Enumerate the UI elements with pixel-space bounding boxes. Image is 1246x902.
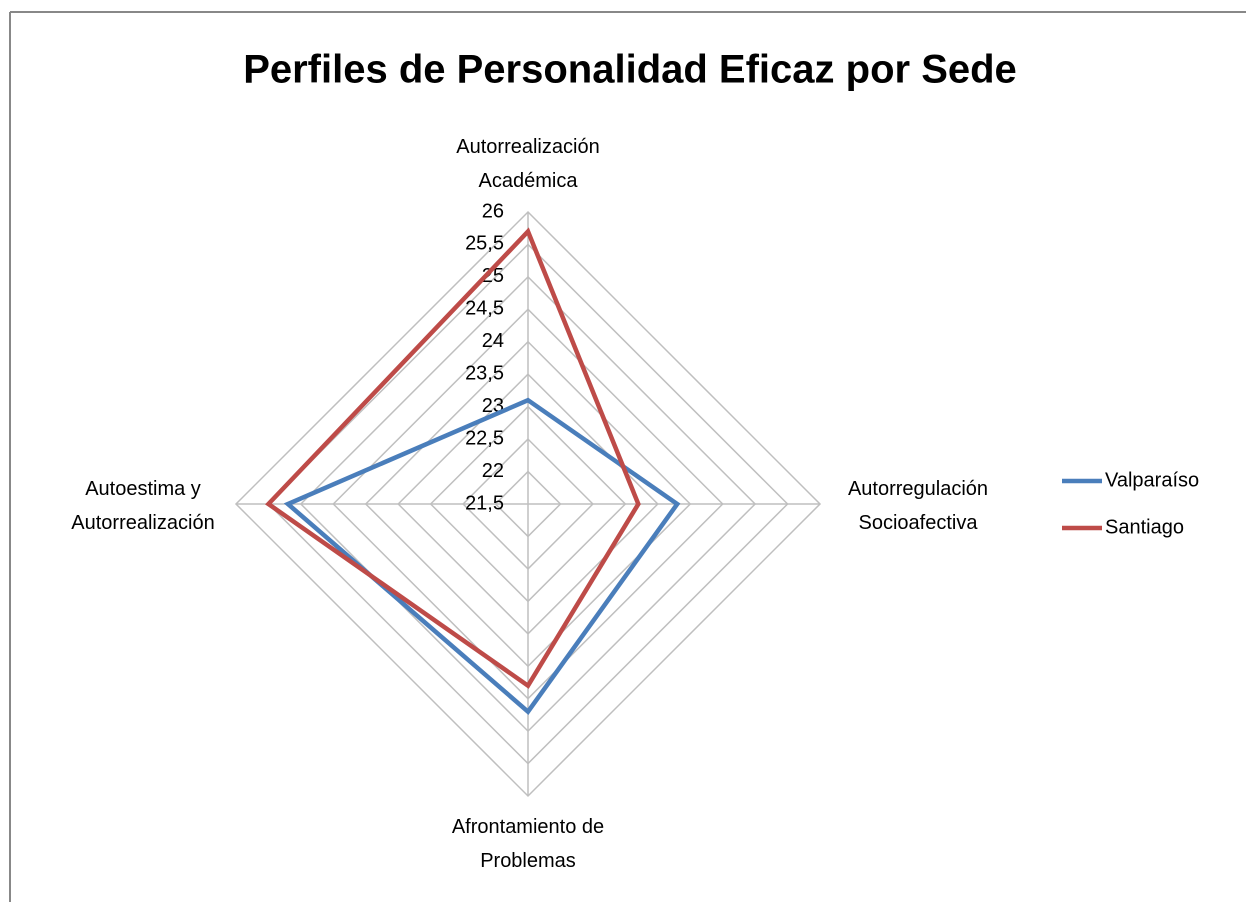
r-tick-label: 22,5 xyxy=(465,427,504,449)
category-label: Autorrealización Académica xyxy=(456,136,599,192)
category-label-line: Autoestima y xyxy=(85,478,201,500)
r-tick-label: 24 xyxy=(482,330,504,352)
r-tick-label: 25,5 xyxy=(465,233,504,255)
r-tick-label: 23,5 xyxy=(465,363,504,385)
series-line xyxy=(265,227,641,689)
r-tick-label: 25 xyxy=(482,265,504,287)
legend-label: Santiago xyxy=(1105,516,1184,538)
category-label: Autorregulación Socioafectiva xyxy=(848,478,988,534)
category-label-line: Autorrealización xyxy=(71,512,214,534)
r-tick-label: 24,5 xyxy=(465,298,504,320)
r-tick-label: 26 xyxy=(482,200,504,222)
series-line xyxy=(283,397,681,715)
category-label-line: Problemas xyxy=(480,850,576,872)
category-label: Autoestima y Autorrealización xyxy=(71,478,214,534)
category-label-line: Socioafectiva xyxy=(859,512,979,534)
category-label-line: Autorrealización xyxy=(456,136,599,158)
category-label-line: Académica xyxy=(479,170,579,192)
r-tick-label: 22 xyxy=(482,460,504,482)
category-label-line: Afrontamiento de xyxy=(452,816,604,838)
category-label-line: Autorregulación xyxy=(848,478,988,500)
legend-label: Valparaíso xyxy=(1105,469,1199,491)
r-tick-label: 21,5 xyxy=(465,492,504,514)
chart-title: Perfiles de Personalidad Eficaz por Sede xyxy=(243,48,1017,92)
category-label: Afrontamiento de Problemas xyxy=(452,816,604,872)
